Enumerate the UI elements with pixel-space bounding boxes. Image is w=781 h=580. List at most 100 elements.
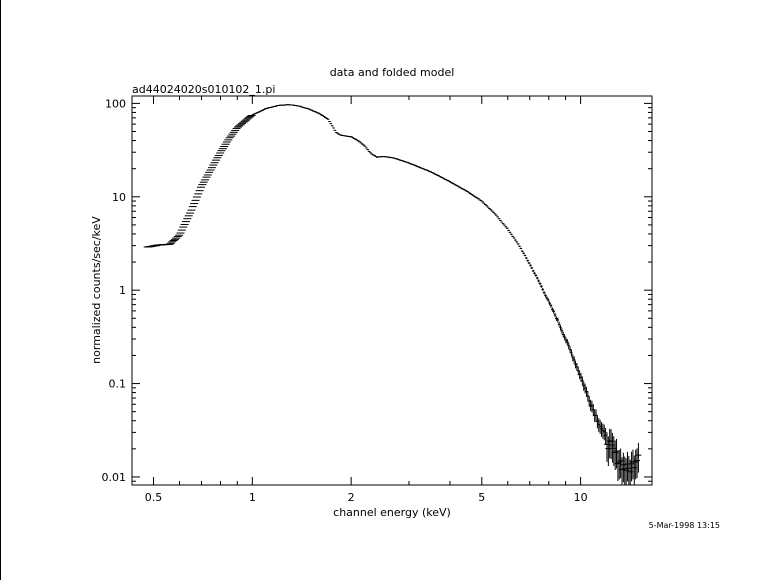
data-point [418, 166, 422, 168]
data-point [526, 259, 529, 262]
data-point [499, 219, 502, 221]
data-point [482, 202, 486, 204]
data-point [221, 143, 230, 145]
data-point [417, 166, 420, 168]
data-point [501, 223, 505, 225]
data-point [213, 157, 222, 159]
data-point [451, 182, 454, 184]
y-axis: 0.01 0.1 1 10 100 [102, 97, 652, 484]
data-point [489, 209, 493, 211]
data-point [445, 179, 449, 181]
data-point [325, 117, 329, 119]
data-point [232, 128, 241, 130]
data-point [481, 201, 484, 203]
data-point [412, 164, 416, 166]
data-point [519, 247, 523, 250]
data-point [540, 284, 543, 288]
x-tick-label: 5 [478, 491, 485, 504]
data-point [590, 400, 594, 413]
data-point [328, 121, 331, 123]
data-point [603, 432, 610, 462]
data-point [468, 192, 472, 194]
data-point [614, 451, 621, 482]
data-point [477, 198, 480, 200]
data-point [542, 291, 546, 295]
data-point [258, 111, 262, 113]
y-tick-label: 10 [112, 191, 126, 204]
data-point [229, 131, 238, 133]
data-point [358, 141, 361, 143]
data-point [374, 155, 378, 157]
data-point [188, 206, 197, 208]
data-point [192, 196, 201, 198]
x-tick-label: 1 [249, 491, 256, 504]
data-points [143, 104, 642, 485]
data-point [484, 204, 487, 206]
data-point [466, 191, 469, 193]
data-point [253, 113, 256, 115]
data-point [216, 152, 225, 154]
data-point [214, 154, 223, 156]
data-point [243, 118, 252, 120]
data-point [548, 301, 551, 305]
data-point [246, 116, 255, 118]
data-point [585, 386, 588, 397]
data-point [207, 167, 216, 169]
data-point [563, 334, 566, 341]
data-point [553, 312, 557, 318]
data-point [546, 298, 550, 302]
data-point [494, 214, 498, 216]
data-point [592, 404, 595, 417]
data-point [545, 296, 549, 300]
data-point [544, 293, 547, 298]
y-tick-label: 0.1 [109, 378, 127, 391]
data-point [488, 208, 491, 210]
data-point [307, 108, 311, 110]
data-point [583, 383, 587, 394]
data-point [330, 125, 334, 127]
data-point [421, 167, 424, 169]
data-point [549, 303, 553, 308]
data-point [492, 211, 495, 213]
plot-frame [131, 95, 653, 486]
data-point [436, 174, 439, 176]
data-point [373, 155, 376, 157]
data-point [479, 200, 483, 202]
data-point [179, 226, 188, 228]
x-tick-label: 2 [348, 491, 355, 504]
data-point [181, 221, 190, 223]
data-point [441, 177, 445, 179]
data-point [254, 112, 257, 114]
data-point [444, 179, 447, 181]
data-point [530, 266, 534, 270]
data-point [505, 227, 509, 229]
data-point [601, 423, 605, 439]
data-point [169, 240, 178, 242]
data-point [581, 376, 584, 386]
data-point [228, 133, 237, 135]
data-point [222, 141, 231, 143]
window-left-edge [0, 0, 1, 580]
data-point [438, 176, 442, 178]
data-point [561, 331, 565, 338]
data-point [616, 449, 623, 480]
data-point [434, 173, 438, 175]
data-point [166, 242, 175, 244]
data-point [602, 424, 606, 441]
data-point [173, 235, 182, 237]
data-point [350, 136, 353, 138]
data-point [586, 391, 590, 402]
data-point [522, 252, 525, 255]
data-point [220, 145, 229, 147]
data-point [625, 455, 632, 485]
data-point [467, 192, 471, 194]
data-point [514, 239, 517, 241]
data-point [371, 154, 375, 156]
data-point [448, 181, 452, 183]
data-point [574, 360, 577, 369]
data-point [575, 362, 579, 371]
data-point [313, 110, 316, 112]
data-point [236, 124, 245, 126]
data-point [186, 212, 195, 214]
data-point [251, 114, 255, 116]
